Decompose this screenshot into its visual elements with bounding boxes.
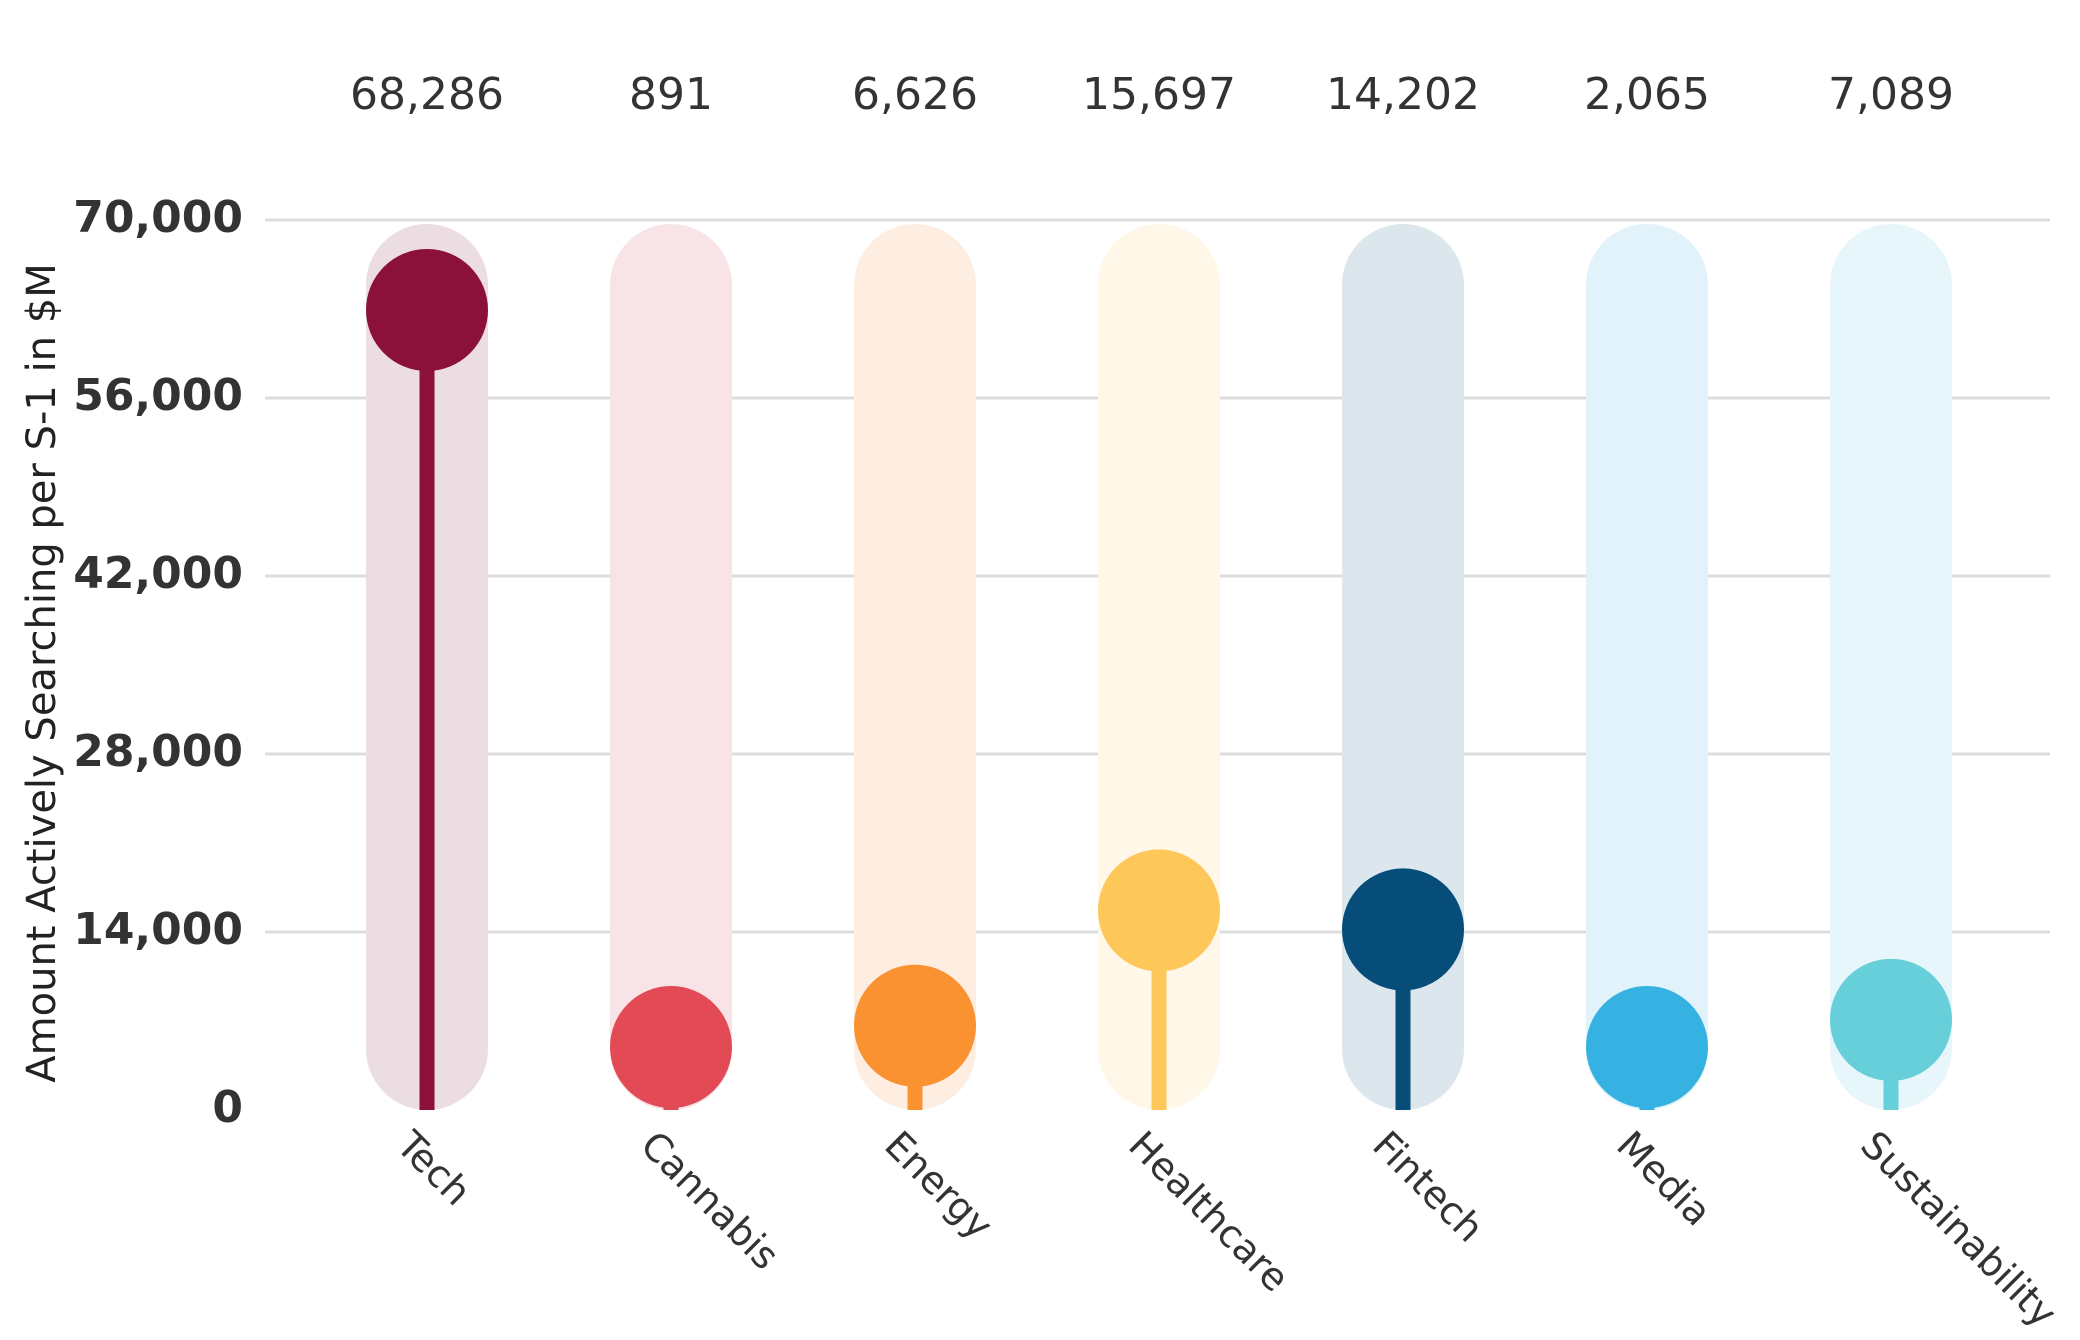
category-label: Energy — [876, 1123, 1001, 1248]
y-tick-label: 56,000 — [73, 370, 243, 421]
value-label: 68,286 — [350, 69, 504, 120]
lollipop-head — [854, 964, 976, 1087]
category-label: Cannabis — [632, 1123, 787, 1278]
background-track — [854, 224, 976, 1110]
lollipop-head — [610, 986, 732, 1108]
lollipop-head — [1830, 958, 1952, 1081]
background-track — [1586, 224, 1708, 1110]
lollipop-head — [366, 249, 488, 371]
background-track — [610, 224, 732, 1110]
value-label: 2,065 — [1584, 69, 1710, 120]
y-tick-label: 0 — [212, 1082, 243, 1133]
category-label: Fintech — [1364, 1123, 1492, 1251]
category-label: Sustainability — [1852, 1123, 2065, 1336]
y-tick-label: 70,000 — [73, 192, 243, 243]
value-label: 7,089 — [1828, 69, 1954, 120]
lollipop-head — [1342, 868, 1464, 991]
y-tick-label: 14,000 — [73, 904, 243, 955]
value-label: 891 — [629, 69, 713, 120]
lollipop-head — [1098, 849, 1220, 972]
lollipop-stem — [419, 310, 435, 1110]
lollipop-head — [1586, 986, 1708, 1108]
y-tick-label: 28,000 — [73, 726, 243, 777]
y-tick-label: 42,000 — [73, 548, 243, 599]
category-label: Healthcare — [1120, 1123, 1298, 1301]
y-axis-title: Amount Actively Searching per S-1 in $M — [19, 263, 65, 1082]
value-label: 14,202 — [1326, 69, 1480, 120]
category-label: Tech — [388, 1122, 480, 1214]
value-label: 6,626 — [852, 69, 978, 120]
lollipop-marks — [366, 249, 1952, 1110]
background-track — [1830, 224, 1952, 1110]
value-label: 15,697 — [1082, 69, 1236, 120]
category-label: Media — [1608, 1123, 1720, 1235]
